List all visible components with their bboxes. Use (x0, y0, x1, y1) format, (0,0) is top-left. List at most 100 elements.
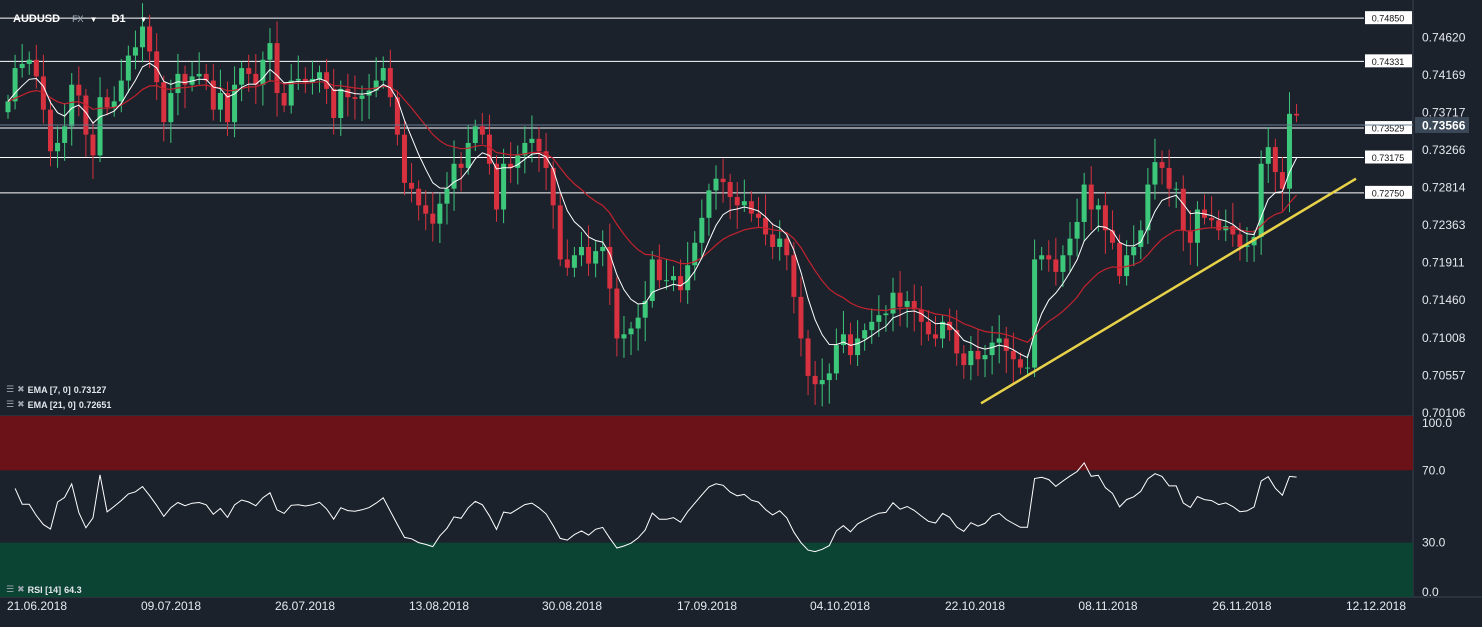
list-icon[interactable]: ☰ (6, 384, 15, 394)
candle-body (1010, 350, 1016, 360)
candle-body (1053, 259, 1059, 272)
candle-body (416, 188, 422, 206)
candle-body (1003, 338, 1009, 351)
candle-body (940, 321, 946, 339)
candle-body (763, 217, 769, 235)
close-icon[interactable]: ✖ (17, 584, 25, 594)
ema7-line (7, 62, 1298, 359)
rsi-tick-label: 70.0 (1422, 463, 1446, 477)
current-price-label: 0.73566 (1422, 118, 1466, 132)
candle-body (331, 88, 337, 118)
time-tick-label: 30.08.2018 (542, 599, 602, 613)
symbol-selector[interactable]: AUDUSD (13, 13, 61, 25)
candle-body (1187, 230, 1193, 243)
candlestick-series[interactable] (5, 3, 1300, 407)
candle-body (182, 73, 188, 85)
candle-body (260, 59, 266, 85)
candle-body (685, 265, 691, 291)
candle-body (444, 188, 450, 204)
candle-body (33, 59, 39, 77)
candle-body (97, 97, 103, 156)
level-label: 0.74850 (1372, 14, 1405, 24)
candle-body (451, 163, 457, 189)
candle-body (111, 101, 117, 108)
candle-body (387, 68, 393, 98)
candle-body (210, 80, 216, 110)
candle-body (1173, 188, 1179, 190)
chevron-down-icon[interactable]: ▼ (139, 14, 148, 24)
candle-body (890, 292, 896, 314)
candle-body (720, 178, 726, 183)
candle-body (267, 43, 273, 60)
candle-body (869, 321, 875, 331)
level-tag (1365, 185, 1412, 199)
candle-body (918, 309, 924, 322)
candle-body (1088, 184, 1094, 210)
candle-body (649, 259, 655, 302)
time-tick-label: 17.09.2018 (677, 599, 737, 613)
candle-body (628, 328, 634, 335)
candle-body (635, 317, 641, 329)
candle-body (1265, 147, 1271, 164)
candle-body (805, 338, 811, 376)
rsi-overbought-zone (0, 416, 1413, 471)
candle-body (1230, 226, 1236, 235)
time-tick-label: 22.10.2018 (945, 599, 1005, 613)
price-tick-label: 0.71460 (1422, 293, 1466, 307)
ema21-legend[interactable]: ☰ ✖ EMA [21, 0] 0.72651 (6, 399, 111, 410)
rsi-value: 64.3 (64, 584, 82, 595)
candle-body (1145, 184, 1151, 231)
candle-body (727, 182, 733, 198)
time-tick-label: 08.11.2018 (1078, 599, 1137, 613)
price-tick-label: 0.74620 (1422, 30, 1466, 44)
price-tick-label: 0.73266 (1422, 143, 1466, 157)
level-tag (1365, 11, 1412, 25)
candle-body (118, 80, 124, 102)
close-icon[interactable]: ✖ (17, 384, 25, 394)
price-tick-label: 0.74169 (1422, 68, 1466, 82)
chevron-down-icon[interactable]: ▼ (89, 14, 98, 24)
candle-body (1152, 162, 1158, 185)
candle-body (154, 51, 160, 83)
ema21-line (7, 79, 1298, 344)
timeframe-selector[interactable]: D1 (111, 13, 126, 25)
rsi-line (14, 462, 1297, 553)
level-tag (1365, 54, 1412, 68)
candle-body (642, 301, 648, 318)
trendline-group[interactable] (980, 177, 1357, 405)
rsi-label: RSI [14] (27, 584, 62, 595)
price-tick-label: 0.70106 (1422, 406, 1466, 420)
candle-body (352, 97, 358, 99)
candle-body (734, 197, 740, 206)
candle-body (479, 126, 485, 135)
close-icon[interactable]: ✖ (17, 399, 25, 409)
candle-body (713, 178, 719, 191)
candle-body (423, 205, 429, 214)
candle-body (748, 201, 754, 214)
candle-body (663, 280, 669, 282)
candle-body (996, 338, 1002, 343)
candle-body (515, 155, 521, 168)
candle-body (614, 288, 620, 339)
candle-body (904, 301, 910, 307)
rsi-tick-label: 0.0 (1422, 585, 1439, 599)
rsi-legend[interactable]: ☰ ✖ RSI [14] 64.3 (6, 584, 82, 595)
candle-body (125, 55, 131, 81)
candle-body (1294, 113, 1300, 116)
candle-body (401, 134, 407, 183)
candle-body (1244, 245, 1250, 247)
time-tick-label: 21.06.2018 (7, 599, 67, 613)
list-icon[interactable]: ☰ (6, 584, 15, 594)
candle-body (295, 78, 301, 81)
candle-body (848, 334, 854, 356)
candle-body (755, 213, 761, 218)
candle-body (578, 246, 584, 256)
list-icon[interactable]: ☰ (6, 399, 15, 409)
candle-body (324, 72, 330, 89)
candle-body (586, 246, 592, 264)
ema7-legend[interactable]: ☰ ✖ EMA [7, 0] 0.73127 (6, 384, 106, 395)
candle-body (522, 142, 528, 156)
